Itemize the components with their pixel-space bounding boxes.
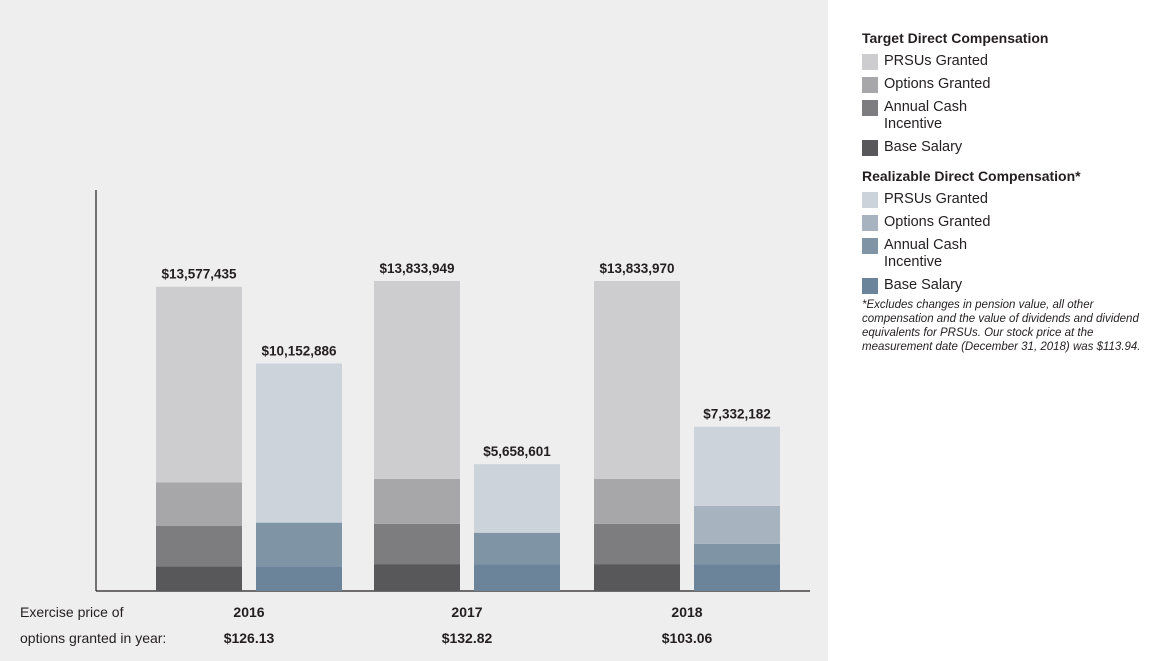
target-bar-options-granted <box>594 478 680 524</box>
realizable-legend-swatch <box>862 215 878 231</box>
exercise-price-label-line2: options granted in year: <box>20 630 166 646</box>
target-bar-options-granted <box>374 478 460 524</box>
realizable-bar-prsus-granted <box>694 426 780 506</box>
realizable-legend-item: Annual Cash Incentive <box>862 237 1147 271</box>
realizable-bar-prsus-granted <box>474 464 560 533</box>
realizable-bar-prsus-granted <box>256 363 342 523</box>
target-total-label: $13,833,949 <box>379 261 454 276</box>
legend-realizable-group: Realizable Direct Compensation* PRSUs Gr… <box>862 168 1147 354</box>
x-tick-exercise-price: $126.13 <box>224 630 275 646</box>
realizable-legend-label: PRSUs Granted <box>884 191 988 207</box>
target-legend-swatch <box>862 77 878 93</box>
footnote: *Excludes changes in pension value, all … <box>862 299 1141 353</box>
legend: Target Direct Compensation PRSUs Granted… <box>862 30 1147 366</box>
target-legend-item: Annual Cash Incentive <box>862 99 1147 133</box>
target-legend-label: Base Salary <box>884 139 963 155</box>
target-total-label: $13,577,435 <box>161 267 237 282</box>
realizable-legend-swatch <box>862 278 878 294</box>
target-legend-label: Annual Cash Incentive <box>884 99 968 132</box>
x-tick-exercise-price: $132.82 <box>442 630 493 646</box>
realizable-bar-annual-cash-incentive <box>474 532 560 565</box>
realizable-bar-annual-cash-incentive <box>694 543 780 565</box>
realizable-legend-label: Options Granted <box>884 214 991 230</box>
realizable-legend-label: Base Salary <box>884 277 963 293</box>
x-tick-exercise-price: $103.06 <box>662 630 713 646</box>
target-bar-base-salary <box>594 564 680 591</box>
realizable-bar-options-granted <box>694 505 780 544</box>
target-legend-swatch <box>862 100 878 116</box>
target-legend-item: PRSUs Granted <box>862 53 1147 70</box>
target-bar-options-granted <box>156 482 242 527</box>
realizable-bar-base-salary <box>474 564 560 591</box>
legend-target-group: Target Direct Compensation PRSUs Granted… <box>862 30 1147 156</box>
target-bar-prsus-granted <box>594 281 680 479</box>
target-legend-swatch <box>862 140 878 156</box>
x-tick-year: 2018 <box>671 604 702 620</box>
target-bar-prsus-granted <box>374 281 460 479</box>
realizable-legend-swatch <box>862 238 878 254</box>
target-bar-prsus-granted <box>156 286 242 483</box>
realizable-bar-annual-cash-incentive <box>256 522 342 567</box>
realizable-total-label: $7,332,182 <box>703 407 771 422</box>
target-bar-annual-cash-incentive <box>374 523 460 565</box>
target-bar-base-salary <box>156 566 242 591</box>
target-legend-swatch <box>862 54 878 70</box>
x-tick-year: 2016 <box>233 604 264 620</box>
legend-title-realizable: Realizable Direct Compensation* <box>862 168 1081 184</box>
realizable-bar-base-salary <box>694 564 780 591</box>
x-tick-year: 2017 <box>451 604 482 620</box>
target-legend-label: Options Granted <box>884 76 991 92</box>
legend-title-target: Target Direct Compensation <box>862 30 1049 46</box>
realizable-legend-item: Base Salary <box>862 277 1147 294</box>
target-bar-base-salary <box>374 564 460 591</box>
target-legend-item: Options Granted <box>862 76 1147 93</box>
legend-target-items: PRSUs Granted Options Granted Annual Cash … <box>862 53 1147 156</box>
realizable-legend-item: Options Granted <box>862 214 1147 231</box>
target-total-label: $13,833,970 <box>599 261 674 276</box>
legend-realizable-items: PRSUs Granted Options Granted Annual Cash … <box>862 191 1147 294</box>
realizable-bar-base-salary <box>256 566 342 591</box>
chart-panel: $13,577,435 $10,152,886 2016 $126.13 $13,833… <box>0 0 828 661</box>
target-bar-annual-cash-incentive <box>594 523 680 565</box>
stacked-bar-chart: $13,577,435 $10,152,886 2016 $126.13 $13,833… <box>20 190 810 646</box>
realizable-legend-item: PRSUs Granted <box>862 191 1147 208</box>
realizable-total-label: $10,152,886 <box>261 343 337 358</box>
target-legend-item: Base Salary <box>862 139 1147 156</box>
exercise-price-label-line1: Exercise price of <box>20 604 124 620</box>
target-legend-label: PRSUs Granted <box>884 53 988 69</box>
realizable-legend-label: Annual Cash Incentive <box>884 237 968 270</box>
realizable-total-label: $5,658,601 <box>483 444 551 459</box>
realizable-legend-swatch <box>862 192 878 208</box>
target-bar-annual-cash-incentive <box>156 526 242 567</box>
